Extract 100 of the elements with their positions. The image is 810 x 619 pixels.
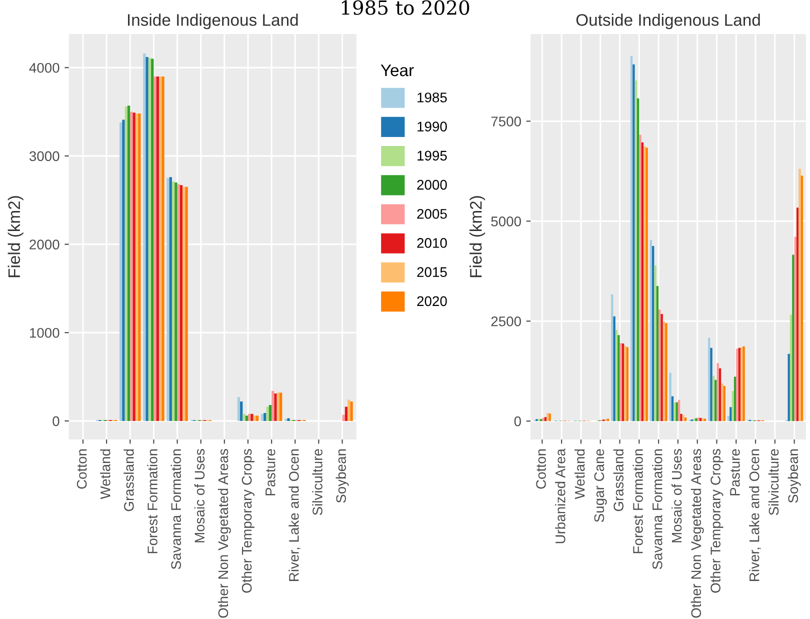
bar (613, 316, 616, 422)
bar (714, 380, 717, 422)
x-tick-label: Savanna Formation (652, 449, 662, 570)
bar (632, 64, 635, 422)
y-tick-label: 0 (514, 416, 521, 426)
bar (180, 185, 183, 421)
x-tick-label: Mosaic of Uses (194, 449, 205, 542)
bar (348, 400, 350, 421)
bar (618, 335, 620, 422)
bar (143, 53, 146, 421)
bar (146, 57, 148, 421)
bar (544, 417, 547, 422)
text: 1985 to 2020 (342, 0, 470, 15)
bar (798, 168, 801, 422)
bar (652, 246, 654, 422)
y-axis-title: Field (km2) (470, 196, 486, 278)
bar (240, 402, 243, 421)
bar (615, 330, 618, 422)
bar (641, 142, 644, 422)
chart-title: Inside Indigenous Land (128, 14, 298, 30)
bar (671, 396, 674, 422)
bar (662, 322, 666, 422)
bar (658, 310, 661, 422)
bar (342, 414, 345, 421)
x-tick-label: Other Non Vegetated Areas (218, 449, 231, 618)
bar (264, 412, 266, 421)
legend-label: 2015 (417, 267, 447, 277)
legend-label: 1985 (418, 92, 447, 102)
legend-label: 1995 (418, 150, 447, 161)
bar (245, 416, 248, 421)
y-tick-label: 7500 (491, 116, 521, 126)
bar (266, 406, 269, 421)
bar (256, 416, 259, 421)
bar (350, 402, 353, 421)
bar (622, 344, 624, 422)
y-tick-label: 2500 (491, 316, 521, 326)
x-tick-label: Cotton (76, 449, 87, 489)
bar (127, 106, 130, 421)
bar (630, 56, 633, 422)
y-tick-label: 1000 (30, 328, 60, 338)
x-tick-label: Sugar Cane (594, 449, 607, 522)
bar (634, 80, 637, 422)
x-tick-label: Savanna Formation (170, 449, 181, 570)
x-tick-label: Cotton (536, 449, 546, 489)
bar (656, 286, 659, 422)
bar (636, 98, 640, 422)
bar (276, 392, 280, 421)
y-tick-label: 0 (52, 416, 60, 426)
x-tick-label: Other Temporary Crops (710, 449, 724, 593)
bar (287, 418, 290, 421)
bar (800, 176, 804, 422)
bar (695, 418, 698, 422)
chart-title: Outside Indigenous Land (576, 14, 760, 30)
bar (718, 368, 722, 422)
legend-label: 2005 (417, 208, 447, 219)
bar (740, 347, 743, 422)
y-tick-label: 4000 (29, 62, 60, 73)
bar (185, 186, 188, 421)
legend-label: 2020 (417, 296, 447, 306)
y-tick-label: 5000 (491, 216, 521, 226)
bar (120, 122, 122, 421)
x-tick-label: Urbanized Area (555, 448, 566, 544)
x-tick-label: Wetland (574, 449, 585, 500)
bar (274, 394, 277, 421)
bar (172, 182, 175, 421)
bar (654, 266, 656, 422)
bar (138, 114, 141, 421)
y-tick-label: 3000 (29, 151, 60, 162)
y-axis-title: Field (km2) (8, 196, 24, 278)
bar (122, 120, 125, 421)
bar (792, 254, 794, 422)
bar (620, 343, 622, 422)
bar (156, 76, 160, 421)
x-tick-label: Other Non Vegetated Areas (690, 449, 704, 618)
bar (794, 236, 796, 422)
bar (669, 372, 672, 422)
bar (166, 178, 170, 421)
x-tick-label: Mosaic of Uses (671, 449, 682, 542)
x-tick-label: Soybean (788, 449, 801, 503)
bar (169, 177, 172, 421)
bar (154, 76, 156, 421)
bar (650, 240, 652, 422)
bar (159, 76, 162, 421)
bar (260, 414, 264, 421)
bar (790, 314, 792, 422)
bar (253, 416, 256, 421)
x-tick-label: Wetland (100, 449, 110, 500)
bar (344, 406, 348, 421)
bar (248, 414, 251, 421)
x-tick-label: Pasture (730, 449, 740, 496)
bar (684, 418, 687, 422)
legend-title: Year (380, 64, 414, 76)
x-tick-label: Grassland (613, 449, 624, 512)
bar (606, 418, 610, 422)
legend-label: 1990 (418, 122, 447, 132)
x-tick-label: Silviculture (768, 449, 779, 516)
legend-label: 2000 (417, 180, 447, 190)
bar (710, 348, 712, 422)
bar (788, 354, 790, 422)
bar (665, 323, 668, 422)
